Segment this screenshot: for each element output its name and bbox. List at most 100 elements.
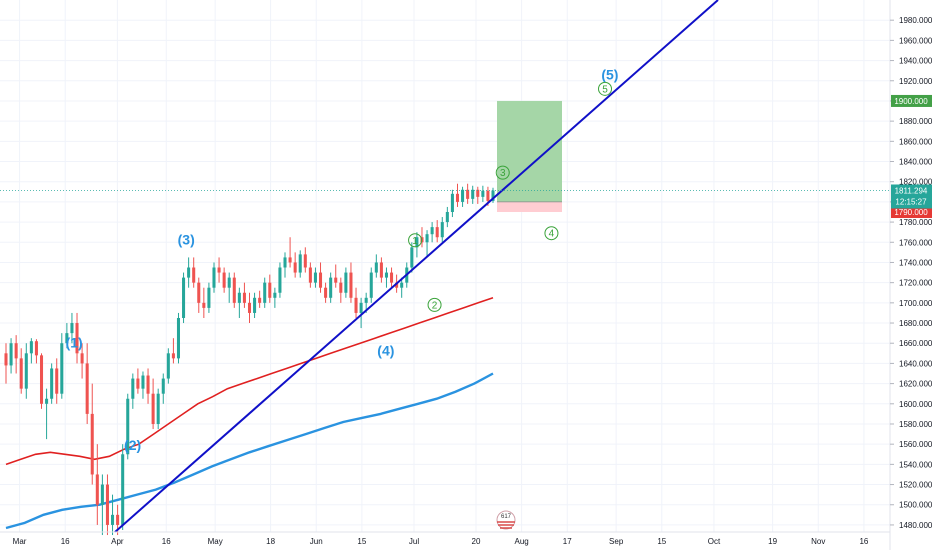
long-position-box[interactable] [497,100,562,212]
candle-body [187,267,191,278]
candle-body [344,272,348,293]
candle-body [440,222,444,238]
trendline[interactable] [114,0,719,533]
target-price-tag: 1900.000 [894,97,928,106]
candle-body [166,353,170,379]
candle-body [435,227,439,238]
candle-body [156,393,160,424]
candle-body [65,333,69,344]
candle-body [263,282,267,303]
candle-body [334,277,338,283]
candle-body [390,272,394,283]
x-tick-label: Nov [811,537,825,546]
y-tick-label: 1640.000 [899,359,932,368]
y-tick-label: 1720.000 [899,279,932,288]
candle-body [450,193,454,212]
candle-body [171,353,175,359]
candle-body [247,302,252,313]
candle-body [374,262,378,273]
candle-body [349,272,353,298]
minor-wave-circle [598,81,613,96]
candle-body [329,277,333,298]
candle-body [415,237,419,248]
candle-body [395,282,399,288]
candle-body [313,272,317,283]
candle-body [455,193,460,202]
moving-averages [5,297,494,530]
time-axis[interactable]: Mar 16 Apr 16 May 18 Jun 15 Jul 20 Aug 17 Sep 15 Oct 19… [13,537,869,546]
minor-wave-circle [427,297,442,312]
x-tick-label: Apr [111,537,124,546]
target-price-tag-bg [891,94,932,107]
y-tick-label: 1840.000 [899,158,932,167]
current-price-tag-bg [891,184,932,209]
y-tick-label: 1760.000 [899,238,932,247]
candle-body [217,267,221,273]
primary-wave-label: (5) [601,67,618,83]
x-tick-label: 15 [357,537,366,546]
candle-body [253,297,257,313]
candle-body [461,189,465,202]
candle-body [131,378,135,399]
y-tick-label: 1880.000 [899,117,932,126]
candle-body [90,413,94,475]
candle-body [9,343,13,366]
candle-body [359,302,363,313]
logo-text: 617 [501,514,512,520]
minor-wave-circle [495,165,510,180]
y-tick-label: 1540.000 [899,460,932,469]
minor-wave-label: 2 [432,300,438,311]
watermark-logo: 617 [496,510,516,530]
minor-wave-label: 1 [412,236,418,247]
wave-labels: (1) (2) (3) (4) (5) 1 2 3 4 5 [66,67,619,453]
logo-stripes [497,521,515,529]
candle-body [298,254,302,273]
candle-body [339,282,343,293]
x-tick-label: Aug [514,537,528,546]
candle-body [60,343,64,394]
loss-price-tag: 1790.000 [894,208,928,217]
candle-body [232,277,236,303]
x-tick-label: 20 [472,537,481,546]
candle-body [19,358,23,389]
candle-body [400,282,404,288]
y-tick-label: 1780.000 [899,218,932,227]
y-tick-label: 1940.000 [899,57,932,66]
candle-body [202,302,206,308]
candle-body [70,323,74,334]
candle-body [197,282,201,303]
candle-body [273,292,277,298]
candle-body [491,190,495,201]
x-tick-label: 16 [61,537,70,546]
primary-wave-label: (2) [124,437,141,453]
y-tick-label: 1520.000 [899,481,932,490]
y-tick-label: 1980.000 [899,16,932,25]
candle-body [476,189,480,197]
candle-body [85,363,89,414]
candle-body [384,272,388,278]
minor-wave-circle [408,233,423,248]
candle-body [308,267,312,283]
candle-body [293,262,297,273]
primary-wave-label: (3) [178,231,195,247]
candle-body [354,297,358,313]
minor-wave-circle [544,226,559,241]
candle-body [410,247,414,268]
candle-body [242,292,246,303]
candle-body [34,341,38,356]
x-tick-label: Sep [609,537,624,546]
candle-body [24,353,28,389]
candle-body [471,189,475,199]
primary-wave-label: (1) [66,334,83,350]
x-tick-label: Oct [708,537,721,546]
candle-body [39,355,44,404]
x-tick-label: Jun [310,537,323,546]
x-tick-label: 17 [563,537,572,546]
candle-body [136,378,140,389]
y-tick-label: 1560.000 [899,440,932,449]
minor-wave-label: 3 [500,168,506,179]
candle-body [151,393,155,424]
